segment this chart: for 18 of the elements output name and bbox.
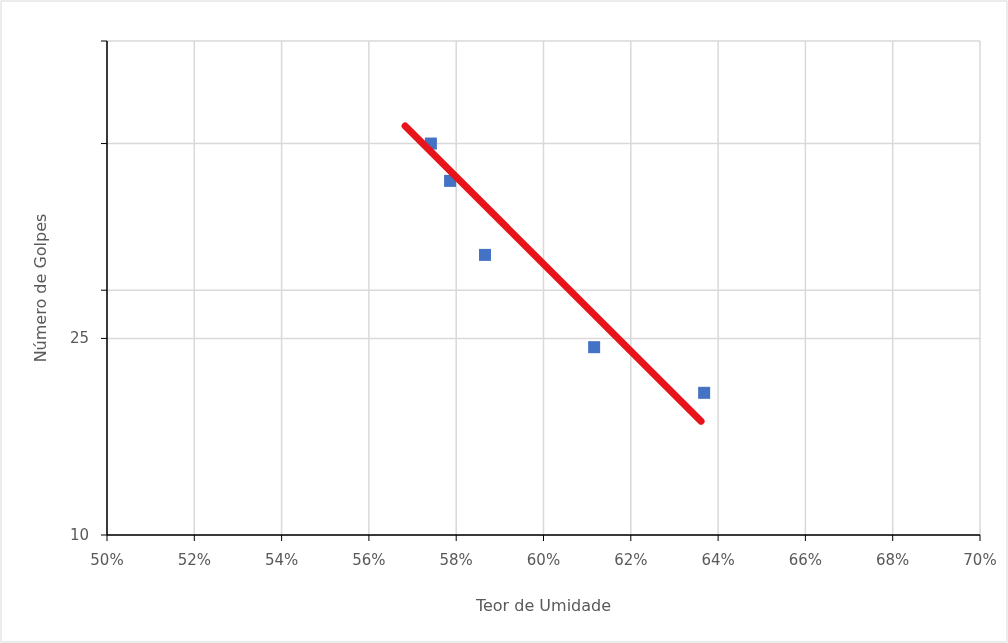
- x-tick-label: 70%: [963, 551, 997, 569]
- x-tick-label: 58%: [439, 551, 473, 569]
- x-tick-label: 66%: [788, 551, 823, 569]
- x-axis-title: Teor de Umidade: [474, 596, 612, 615]
- x-tick-label: 52%: [177, 551, 211, 569]
- x-tick-label: 62%: [614, 551, 648, 569]
- x-tick-label: 56%: [352, 551, 386, 569]
- x-tick-label: 54%: [264, 551, 299, 569]
- y-tick-label: 25: [69, 329, 89, 348]
- point: [588, 341, 601, 354]
- x-tick-label: 60%: [526, 551, 561, 569]
- point: [698, 386, 711, 399]
- y-tick-label: 10: [69, 526, 89, 544]
- x-tick-label: 64%: [701, 551, 735, 569]
- x-tick-label: 68%: [876, 551, 910, 569]
- y-axis-title: Número de Golpes: [31, 213, 50, 363]
- point: [479, 248, 492, 261]
- x-tick-label: 50%: [90, 551, 124, 569]
